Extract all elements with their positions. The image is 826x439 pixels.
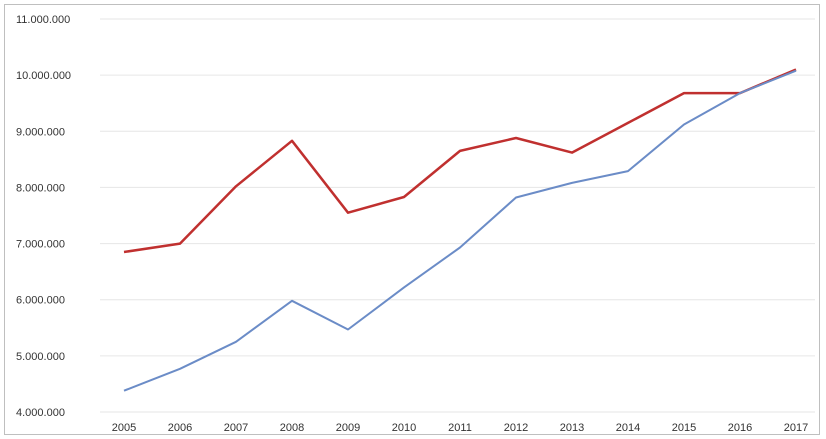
x-tick-label: 2005 [112, 422, 136, 434]
y-tick-label: 7.000.000 [16, 239, 65, 251]
x-tick-label: 2011 [448, 422, 472, 434]
y-tick-label: 11.000.000 [16, 14, 70, 26]
y-tick-label: 5.000.000 [16, 351, 65, 363]
x-tick-label: 2006 [168, 422, 192, 434]
x-tick-label: 2012 [504, 422, 528, 434]
x-tick-label: 2008 [280, 422, 304, 434]
y-tick-label: 6.000.000 [16, 295, 65, 307]
line-chart: 4.000.000 5.000.000 6.000.000 7.000.000 8.00… [16, 14, 815, 434]
x-axis-ticks: 2005 2006 2007 2008 2009 2010 2011 2012 2013 2014… [112, 422, 808, 434]
y-tick-label: 9.000.000 [16, 126, 65, 138]
series-lines [123, 68, 797, 392]
x-tick-label: 2013 [560, 422, 584, 434]
y-tick-label: 10.000.000 [16, 70, 71, 82]
x-tick-label: 2014 [616, 422, 640, 434]
x-tick-label: 2010 [392, 422, 416, 434]
gridlines [100, 18, 815, 413]
x-tick-label: 2007 [224, 422, 248, 434]
y-tick-label: 8.000.000 [16, 182, 65, 194]
x-tick-label: 2015 [672, 422, 696, 434]
x-tick-label: 2016 [728, 422, 752, 434]
series-line-1 [123, 68, 797, 254]
x-tick-label: 2017 [784, 422, 808, 434]
y-tick-label: 4.000.000 [16, 407, 65, 419]
x-tick-label: 2009 [336, 422, 360, 434]
series-line-2 [123, 69, 797, 392]
y-axis-ticks: 4.000.000 5.000.000 6.000.000 7.000.000 8.00… [16, 14, 71, 419]
chart-frame: 4.000.000 5.000.000 6.000.000 7.000.000 8.00… [4, 4, 820, 435]
